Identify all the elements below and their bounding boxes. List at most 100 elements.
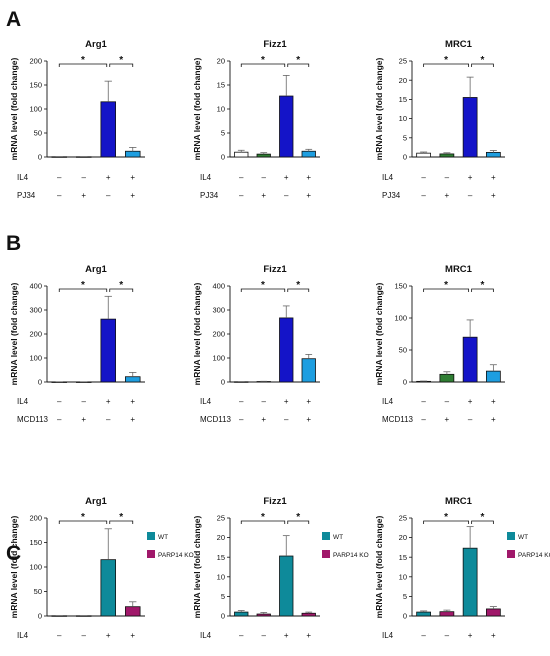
y-axis-label: mRNA level (fold change)	[192, 58, 202, 161]
condition-row-label: MCD113	[17, 415, 49, 424]
y-tick-label: 25	[217, 514, 225, 523]
bar	[485, 608, 501, 617]
significance-star: *	[444, 55, 448, 66]
condition-mark: –	[239, 397, 244, 406]
y-tick-label: 400	[29, 282, 42, 291]
y-tick-label: 100	[212, 354, 225, 363]
condition-mark: +	[106, 173, 111, 182]
y-tick-label: 20	[217, 57, 225, 66]
y-tick-label: 10	[217, 572, 225, 581]
chart-title: MRC1	[445, 39, 473, 50]
condition-mark: –	[421, 397, 426, 406]
condition-mark: –	[284, 191, 289, 200]
legend-entry: PARP14 KO	[333, 552, 369, 559]
y-axis-label: mRNA level (fold change)	[374, 58, 384, 161]
significance-bracket	[287, 63, 310, 67]
condition-mark: –	[239, 191, 244, 200]
bar	[279, 317, 294, 383]
condition-mark: +	[130, 397, 135, 406]
significance-bracket	[423, 520, 470, 524]
y-tick-label: 25	[399, 57, 407, 66]
condition-mark: –	[421, 415, 426, 424]
significance-star: *	[444, 512, 448, 523]
condition-mark: –	[445, 397, 450, 406]
condition-mark: +	[445, 415, 450, 424]
bar	[100, 101, 117, 158]
significance-star: *	[119, 55, 123, 66]
y-tick-label: 10	[399, 572, 407, 581]
condition-mark: +	[106, 631, 111, 640]
condition-mark: –	[57, 397, 62, 406]
y-tick-label: 100	[29, 563, 42, 572]
bar	[100, 318, 117, 383]
y-tick-label: 200	[29, 330, 42, 339]
condition-row-label: IL4	[200, 631, 212, 640]
y-tick-label: 0	[403, 378, 407, 387]
chart-title: Fizz1	[263, 39, 287, 50]
significance-bracket	[471, 63, 494, 67]
condition-mark: +	[130, 191, 135, 200]
y-axis-label: mRNA level (fold change)	[192, 283, 202, 386]
y-tick-label: 15	[217, 553, 225, 562]
condition-mark: –	[421, 191, 426, 200]
legend-swatch	[147, 550, 155, 558]
condition-mark: –	[82, 397, 87, 406]
condition-mark: +	[81, 191, 86, 200]
condition-mark: –	[239, 415, 244, 424]
y-tick-label: 50	[34, 129, 42, 138]
chart-title: Arg1	[85, 264, 107, 275]
significance-star: *	[296, 280, 300, 291]
condition-mark: +	[306, 631, 311, 640]
y-tick-label: 0	[221, 612, 225, 621]
legend-entry: PARP14 KO	[158, 552, 194, 559]
y-tick-label: 50	[399, 346, 407, 355]
significance-bracket	[471, 520, 494, 524]
condition-mark: +	[306, 191, 311, 200]
significance-star: *	[81, 280, 85, 291]
y-tick-label: 50	[34, 587, 42, 596]
significance-bracket	[240, 520, 286, 524]
significance-star: *	[261, 55, 265, 66]
y-tick-label: 0	[403, 153, 407, 162]
condition-mark: +	[284, 397, 289, 406]
legend-swatch	[322, 550, 330, 558]
y-tick-label: 15	[217, 81, 225, 90]
legend-entry: WT	[158, 534, 168, 541]
condition-mark: –	[445, 173, 450, 182]
y-tick-label: 200	[212, 330, 225, 339]
significance-bracket	[287, 288, 310, 292]
significance-star: *	[481, 512, 485, 523]
legend-swatch	[507, 532, 515, 540]
significance-bracket	[58, 288, 108, 292]
significance-star: *	[81, 512, 85, 523]
significance-bracket	[58, 63, 108, 67]
y-tick-label: 0	[403, 612, 407, 621]
y-axis-label: mRNA level (fold change)	[9, 58, 19, 161]
condition-mark: +	[130, 415, 135, 424]
bar	[279, 95, 294, 158]
condition-mark: –	[284, 415, 289, 424]
y-tick-label: 0	[38, 378, 42, 387]
y-tick-label: 200	[29, 514, 42, 523]
condition-row-label: MCD113	[382, 415, 414, 424]
bar	[416, 380, 431, 383]
y-tick-label: 25	[399, 514, 407, 523]
chart-a-fizz1: Fizz1 mRNA level (fold change) 0 5 10 15 20 * * I…	[192, 39, 320, 200]
condition-row-label: IL4	[17, 631, 29, 640]
condition-mark: –	[239, 173, 244, 182]
condition-row-label: IL4	[382, 173, 394, 182]
condition-mark: –	[82, 631, 87, 640]
y-tick-label: 150	[29, 81, 42, 90]
bar	[234, 151, 249, 158]
y-tick-label: 200	[29, 57, 42, 66]
significance-star: *	[261, 280, 265, 291]
condition-mark: +	[491, 173, 496, 182]
chart-c-fizz1: Fizz1 mRNA level (fold change) 0 5 10 15 20 25 *…	[192, 496, 369, 640]
bar	[234, 611, 249, 617]
condition-row-label: IL4	[200, 397, 212, 406]
bar	[462, 547, 478, 617]
y-tick-label: 5	[403, 592, 407, 601]
bar	[100, 559, 117, 617]
chart-b-fizz1: Fizz1 mRNA level (fold change) 0 100 200 300 4…	[192, 264, 320, 424]
significance-bracket	[471, 288, 494, 292]
